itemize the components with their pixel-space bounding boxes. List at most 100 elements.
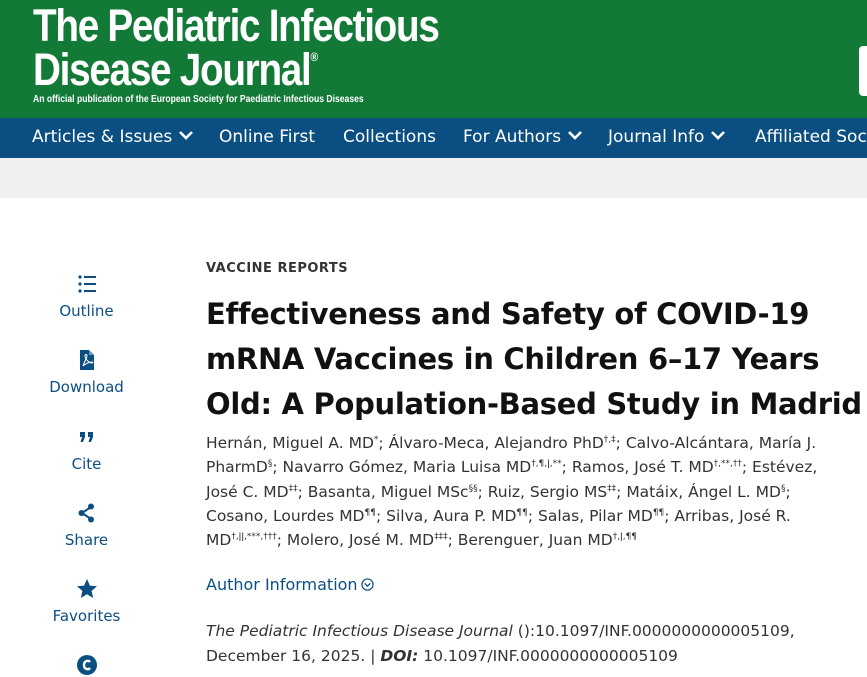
nav-articles-issues[interactable]: Articles & Issues (32, 118, 194, 158)
author-affiliation: ‡‡ (607, 483, 617, 494)
nav-for-authors[interactable]: For Authors (463, 118, 583, 158)
nav-item-label: Affiliated Soc (755, 127, 867, 147)
author[interactable]: Matáix, Ángel L. MD§ (626, 483, 785, 501)
author-name: Arribas, José R. MD (206, 506, 791, 550)
journal-logo-line2[interactable]: Disease Journal® (33, 44, 318, 96)
tool-label: Favorites (52, 607, 121, 625)
author-affiliation: § (267, 459, 273, 470)
chevron-down-icon (179, 131, 194, 140)
nav-online-first[interactable]: Online First (219, 118, 315, 158)
favorites-tool[interactable]: Favorites (40, 577, 133, 625)
author[interactable]: Molero, José M. MD‡‡‡ (287, 531, 448, 549)
author-name: Ruiz, Sergio MS (487, 482, 608, 501)
title-line: mRNA Vaccines in Children 6–17 Years (206, 342, 820, 376)
cite-tool[interactable]: Cite (40, 425, 133, 473)
author[interactable]: Berenguer, Juan MD†,ǀ,¶¶ (458, 531, 637, 549)
author-affiliation: ¶¶ (652, 507, 665, 518)
author-affiliation: § (780, 483, 786, 494)
author-affiliation: * (373, 434, 379, 445)
outline-list-icon (77, 275, 96, 293)
author[interactable]: Calvo-Alcántara, María J. PharmD§ (206, 434, 816, 476)
author-affiliation: §§ (468, 483, 478, 494)
author-name: Matáix, Ángel L. MD (626, 482, 781, 501)
author[interactable]: Salas, Pilar MD¶¶ (538, 507, 664, 525)
nav-item-label: For Authors (463, 127, 562, 147)
journal-header: The Pediatric Infectious Disease Journal… (0, 0, 867, 118)
author-affiliation: ‡‡‡ (434, 532, 448, 543)
author[interactable]: Arribas, José R. MD†,ǀǀ,***,††† (206, 507, 791, 549)
nav-item-label: Collections (343, 127, 436, 147)
chevron-down-icon (711, 131, 726, 140)
author-name: Molero, José M. MD (286, 531, 435, 550)
author-name: Basanta, Miguel MSc (307, 482, 469, 501)
nav-collections[interactable]: Collections (343, 118, 436, 158)
author-affiliation: †,ǀǀ,***,††† (231, 532, 277, 543)
author-name: Berenguer, Juan MD (457, 531, 613, 550)
author-name: Álvaro-Meca, Alejandro PhD (388, 434, 604, 452)
author-affiliation: ‡‡ (288, 483, 298, 494)
author[interactable]: Estévez, José C. MD‡‡ (206, 458, 817, 500)
nav-item-label: Articles & Issues (32, 127, 173, 147)
nav-item-label: Journal Info (608, 127, 705, 147)
nav-journal-info[interactable]: Journal Info (608, 118, 726, 158)
download-tool[interactable]: Download (40, 348, 133, 396)
author-information-toggle[interactable]: Author Information (206, 575, 374, 594)
author[interactable]: Álvaro-Meca, Alejandro PhD†,‡ (389, 434, 616, 452)
author-name: Salas, Pilar MD (538, 506, 653, 525)
author-name: Ramos, José T. MD (571, 458, 714, 477)
article-kicker[interactable]: VACCINE REPORTS (206, 261, 349, 276)
tool-label: Share (64, 531, 109, 549)
journal-logo-line1[interactable]: The Pediatric Infectious (33, 0, 440, 51)
gray-band (0, 158, 867, 198)
permissions-tool[interactable] (40, 653, 133, 677)
star-icon (76, 579, 97, 598)
author-affiliation: ¶¶ (516, 507, 528, 518)
author-affiliation: ¶¶ (364, 507, 376, 518)
author-name: Estévez, José C. MD (206, 458, 818, 501)
citation-separator: | (365, 647, 381, 665)
registered-mark: ® (310, 50, 319, 64)
author[interactable]: Navarro Gómez, Maria Luisa MD†,¶,ǀ,** (282, 458, 561, 476)
nav-affiliated-societies[interactable]: Affiliated Soc (755, 118, 867, 158)
author-information-label: Author Information (206, 575, 358, 594)
pdf-download-icon (79, 350, 94, 370)
doi-value[interactable]: 10.1097/INF.0000000000005109 (418, 647, 678, 665)
author[interactable]: Ruiz, Sergio MS‡‡ (488, 483, 616, 501)
tool-label: Download (49, 378, 124, 396)
citation-volume: ():10.1097/INF.0000000000005109, (512, 622, 795, 640)
author-name: Hernán, Miguel A. MD (206, 434, 374, 452)
journal-logo-line2-text: Disease Journal (33, 44, 312, 95)
author[interactable]: Basanta, Miguel MSc§§ (308, 483, 478, 501)
author-name: Navarro Gómez, Maria Luisa MD (282, 458, 532, 477)
tool-label: Cite (71, 455, 102, 473)
author[interactable]: Cosano, Lourdes MD¶¶ (206, 507, 376, 525)
author-name: Cosano, Lourdes MD (206, 506, 365, 525)
quote-icon (79, 432, 93, 442)
header-action-button[interactable] (859, 46, 867, 96)
chevron-down-icon (568, 131, 582, 140)
author[interactable]: Silva, Aura P. MD¶¶ (386, 507, 528, 525)
journal-tagline: An official publication of the European … (33, 94, 364, 105)
citation-date: December 16, 2025. (206, 647, 366, 665)
article-citation: The Pediatric Infectious Disease Journal… (206, 619, 846, 669)
chevron-circle-down-icon (360, 578, 374, 591)
author-affiliation: †,**,†† (713, 459, 742, 470)
doi-label: DOI: (380, 647, 419, 665)
author-affiliation: †,¶,ǀ,** (531, 459, 562, 470)
title-line: Old: A Population-Based Study in Madrid (206, 387, 862, 421)
author[interactable]: Hernán, Miguel A. MD* (206, 434, 378, 452)
permissions-icon (76, 655, 97, 675)
outline-tool[interactable]: Outline (40, 272, 133, 320)
author-affiliation: †,ǀ,¶¶ (612, 532, 638, 543)
share-tool[interactable]: Share (40, 501, 133, 549)
share-icon (78, 503, 94, 523)
nav-item-label: Online First (219, 127, 316, 147)
citation-journal: The Pediatric Infectious Disease Journal (206, 622, 513, 640)
article-title: Effectiveness and Safety of COVID-19 mRN… (206, 292, 866, 427)
author-list: Hernán, Miguel A. MD*; Álvaro-Meca, Alej… (206, 434, 818, 550)
author[interactable]: Ramos, José T. MD†,**,†† (572, 458, 742, 476)
author-name: Calvo-Alcántara, María J. PharmD (206, 434, 817, 477)
tool-label: Outline (59, 302, 114, 320)
author-affiliation: †,‡ (603, 434, 616, 445)
main-nav: Articles & Issues Online First Collectio… (0, 118, 867, 158)
